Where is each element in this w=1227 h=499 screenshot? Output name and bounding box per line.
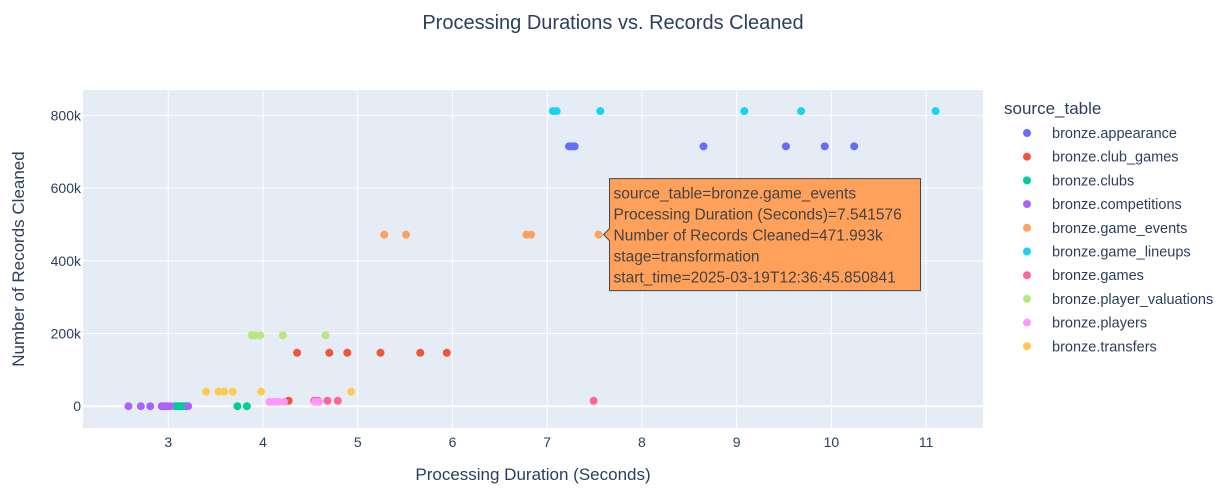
legend-marker [1023,129,1031,137]
data-point[interactable] [228,387,237,396]
legend-marker [1023,200,1031,209]
data-point[interactable] [797,107,806,116]
x-tick-label: 7 [543,434,551,450]
data-point[interactable] [321,331,330,340]
legend-marker [1023,294,1031,303]
data-point[interactable] [233,402,242,411]
tooltip-line: start_time=2025-03-19T12:36:45.850841 [614,270,896,287]
x-tick-label: 9 [733,434,741,450]
data-point[interactable] [323,396,332,405]
legend-item-label[interactable]: bronze.clubs [1052,173,1134,189]
data-point[interactable] [594,230,603,239]
data-point[interactable] [380,230,389,239]
x-tick-label: 11 [919,434,934,450]
legend-title: source_table [1004,99,1101,118]
y-tick-label: 400k [51,253,82,269]
legend-marker [1023,342,1031,351]
data-point[interactable] [570,142,579,151]
data-point[interactable] [931,107,940,116]
data-point[interactable] [347,387,356,396]
legend-item-label[interactable]: bronze.club_games [1052,150,1179,166]
chart-title: Processing Durations vs. Records Cleaned [422,12,803,34]
x-axis-label: Processing Duration (Seconds) [415,465,650,484]
y-tick-labels: 0 200k 400k 600k 800k [51,107,82,414]
data-point[interactable] [214,387,223,396]
legend-marker [1023,318,1031,327]
data-point[interactable] [256,331,265,340]
data-point[interactable] [333,396,342,405]
data-point[interactable] [242,402,251,411]
tooltip-line: Number of Records Cleaned=471.993k [614,228,884,245]
data-points [124,107,940,411]
data-point[interactable] [124,402,133,411]
legend-item-label[interactable]: bronze.players [1052,316,1147,332]
legend-marker [1023,176,1031,185]
data-point[interactable] [416,348,425,357]
data-point[interactable] [274,397,283,406]
tooltip-line: stage=transformation [614,249,760,266]
x-tick-label: 5 [354,434,362,450]
y-tick-label: 800k [51,107,82,123]
x-tick-label: 3 [164,434,172,450]
data-point[interactable] [527,230,536,239]
tooltip-box [602,178,922,292]
x-tick-label: 8 [638,434,646,450]
x-tick-labels: 3 4 5 6 7 8 9 10 11 [164,434,933,450]
legend-item-label[interactable]: bronze.competitions [1052,197,1182,213]
data-point[interactable] [257,387,266,396]
data-point[interactable] [278,331,287,340]
data-point[interactable] [699,142,708,151]
legend-item-label[interactable]: bronze.game_lineups [1052,245,1191,261]
data-point[interactable] [343,348,352,357]
data-point[interactable] [596,107,605,116]
data-point[interactable] [184,402,193,411]
y-axis-label: Number of Records Cleaned [9,151,28,366]
legend-item-label[interactable]: bronze.games [1052,268,1144,284]
data-point[interactable] [850,142,859,151]
data-point[interactable] [220,387,229,396]
legend-marker [1023,152,1031,161]
data-point[interactable] [202,387,211,396]
legend-marker [1023,223,1031,232]
data-point[interactable] [740,107,749,116]
data-point[interactable] [552,107,561,116]
x-tick-label: 6 [449,434,457,450]
tooltip-line: Processing Duration (Seconds)=7.541576 [614,207,902,224]
data-point[interactable] [146,402,155,411]
legend-item-label[interactable]: bronze.game_events [1052,221,1187,237]
legend: source_table bronze.appearance bronze.clu… [1004,99,1213,355]
data-point[interactable] [314,397,323,406]
grid-lines [83,90,983,428]
data-point[interactable] [136,402,145,411]
tooltip-line: source_table=bronze.game_events [614,186,857,203]
legend-marker [1023,247,1031,256]
data-point[interactable] [820,142,829,151]
data-point[interactable] [589,396,598,405]
data-point[interactable] [166,402,175,411]
y-tick-label: 600k [51,180,82,196]
x-tick-label: 4 [259,434,267,450]
y-tick-label: 200k [51,326,82,342]
data-point[interactable] [293,348,302,357]
hover-tooltip: source_table=bronze.game_events Processin… [602,178,922,292]
x-tick-label: 10 [824,434,840,450]
y-tick-label: 0 [73,398,81,414]
legend-marker [1023,271,1031,280]
data-point[interactable] [442,348,451,357]
legend-item-label[interactable]: bronze.appearance [1052,126,1177,142]
legend-item-label[interactable]: bronze.transfers [1052,339,1157,355]
data-point[interactable] [376,348,385,357]
data-point[interactable] [781,142,790,151]
legend-item-label[interactable]: bronze.player_valuations [1052,292,1213,308]
data-point[interactable] [402,230,411,239]
data-point[interactable] [325,348,334,357]
data-point[interactable] [279,397,288,406]
